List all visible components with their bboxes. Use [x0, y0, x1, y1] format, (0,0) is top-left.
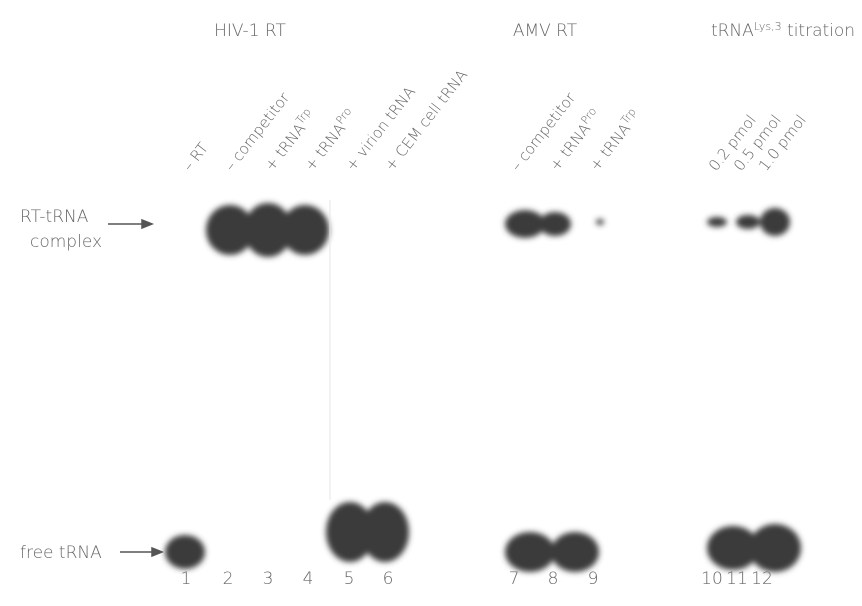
lane-number: 11 — [726, 569, 748, 589]
arrows — [108, 220, 162, 556]
band — [596, 219, 604, 225]
band — [281, 205, 329, 255]
band — [361, 502, 409, 562]
lane-number: 4 — [303, 569, 314, 589]
band — [707, 217, 727, 227]
group-title: tRNALys,3 titration — [711, 20, 855, 42]
group-title: HIV-1 RT — [214, 21, 286, 41]
lane-number: 3 — [263, 569, 274, 589]
band — [749, 524, 801, 572]
lane-number: 10 — [701, 569, 723, 589]
bands — [165, 203, 801, 572]
lane-number: 5 — [344, 569, 355, 589]
label-text: + tRNA — [301, 120, 349, 175]
lane-number: 6 — [383, 569, 394, 589]
label-sup: Lys,3 — [754, 20, 782, 33]
row-label: complex — [30, 232, 102, 252]
group-title: AMV RT — [513, 21, 578, 41]
band — [736, 215, 760, 229]
lane-label: – RT — [179, 139, 212, 174]
band — [505, 532, 555, 572]
label-text: titration — [782, 21, 855, 41]
lane-number: 1 — [181, 569, 192, 589]
lane-number: 7 — [509, 569, 520, 589]
arrow-head — [142, 220, 152, 228]
label-text: + tRNA — [586, 120, 634, 175]
band — [539, 212, 571, 236]
band — [551, 532, 599, 572]
gel-figure: RT-tRNA complex free tRNA HIV-1 RT AMV RT… — [0, 0, 862, 606]
lane-number: 8 — [548, 569, 559, 589]
arrow-head — [152, 548, 162, 556]
row-label: free tRNA — [20, 543, 102, 563]
label-text: – RT — [179, 139, 212, 174]
label-text: HIV-1 RT — [214, 21, 286, 41]
lane-number: 12 — [751, 569, 773, 589]
lane-number: 2 — [223, 569, 234, 589]
label-text: tRNA — [711, 21, 754, 41]
band — [760, 208, 790, 236]
band — [165, 535, 205, 569]
label-text: AMV RT — [513, 21, 578, 41]
row-label: RT-tRNA — [20, 207, 89, 227]
lane-number: 9 — [588, 569, 599, 589]
